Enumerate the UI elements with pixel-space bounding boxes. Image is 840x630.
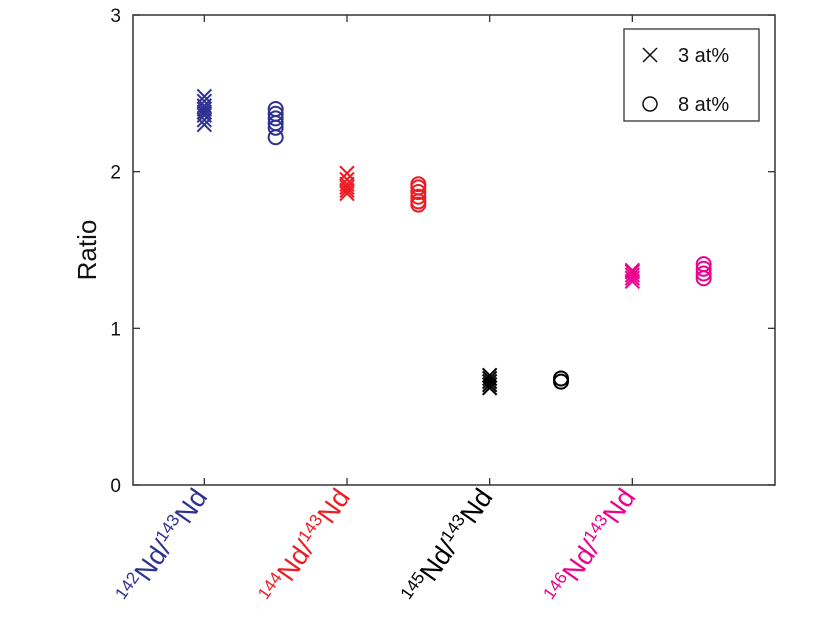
legend-circle-marker-icon xyxy=(642,96,658,112)
y-tick-label: 2 xyxy=(110,163,121,184)
plot-frame xyxy=(132,14,776,486)
data-point-x xyxy=(481,367,498,384)
data-point-x xyxy=(196,93,213,109)
data-point-x xyxy=(339,179,355,196)
data-point-circle xyxy=(267,105,284,122)
data-point-x xyxy=(196,112,213,128)
data-point-x xyxy=(624,267,641,283)
legend-x-marker-icon xyxy=(642,47,658,63)
data-point-x xyxy=(196,104,213,120)
x-category-label: 142Nd/143Nd xyxy=(111,483,213,610)
data-point-circle xyxy=(410,184,427,201)
data-point-x xyxy=(624,264,641,280)
data-point-circle xyxy=(553,373,569,390)
data-point-x xyxy=(339,171,355,188)
data-point-x xyxy=(624,270,641,286)
data-point-x xyxy=(481,370,498,387)
x-category-label: 146Nd/143Nd xyxy=(539,483,641,610)
y-axis-label: Ratio xyxy=(72,220,102,281)
data-point-circle xyxy=(410,188,427,205)
legend-box xyxy=(623,28,760,122)
data-point-x xyxy=(481,373,498,390)
data-point-circle xyxy=(267,101,284,117)
legend-label-8at: 8 at% xyxy=(678,94,729,116)
data-point-circle xyxy=(553,370,569,387)
data-point-circle xyxy=(695,256,712,273)
legend: 3 at% 8 at% xyxy=(623,28,760,122)
y-tick-label: 0 xyxy=(110,476,121,497)
y-tick-label: 1 xyxy=(110,319,121,340)
data-point-circle xyxy=(695,260,712,277)
data-point-x xyxy=(196,101,213,117)
x-category-label: 144Nd/143Nd xyxy=(254,483,356,610)
legend-label-3at: 3 at% xyxy=(678,45,729,67)
x-category-label: 145Nd/143Nd xyxy=(397,483,499,610)
data-point-circle xyxy=(410,176,427,193)
data-point-x xyxy=(339,176,355,192)
data-point-x xyxy=(196,88,213,105)
data-point-x xyxy=(339,165,355,181)
data-point-x xyxy=(339,182,355,199)
data-point-circle xyxy=(267,110,284,127)
data-point-circle xyxy=(695,265,712,282)
y-tick-label: 3 xyxy=(110,6,121,27)
data-point-x xyxy=(624,262,641,279)
